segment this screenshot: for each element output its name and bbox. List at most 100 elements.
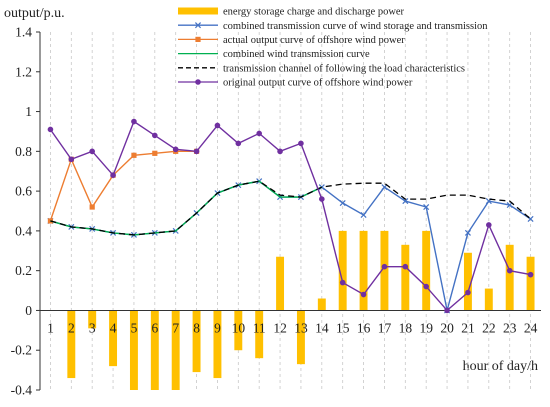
legend-marker	[195, 36, 201, 42]
bar	[109, 310, 118, 367]
bar	[88, 310, 97, 329]
series-line	[50, 180, 532, 236]
data-point	[172, 146, 179, 153]
data-point	[319, 196, 325, 202]
x-tick-label: 14	[315, 320, 329, 335]
data-point	[152, 132, 158, 139]
x-tick-label: 18	[399, 320, 413, 335]
data-point	[298, 140, 304, 147]
x-tick-label: 21	[461, 320, 475, 335]
legend-label: combined transmission curve of wind stor…	[223, 21, 488, 32]
data-point	[235, 140, 242, 147]
data-point	[506, 267, 513, 274]
x-tick-label: 24	[524, 320, 538, 335]
x-tick-label: 7	[172, 320, 179, 335]
bar	[317, 298, 326, 311]
x-tick-label: 23	[503, 320, 517, 335]
data-point	[486, 222, 492, 228]
data-point	[256, 130, 262, 137]
data-point	[68, 156, 75, 163]
data-point	[89, 204, 95, 210]
legend-marker	[195, 79, 201, 85]
x-tick-label: 15	[336, 320, 350, 335]
bar	[171, 310, 180, 390]
data-point	[360, 291, 367, 298]
data-point	[339, 200, 346, 207]
y-tick-label: 0.2	[15, 263, 32, 278]
bar	[255, 310, 264, 359]
y-tick-label: 1.2	[15, 64, 32, 79]
bar	[422, 230, 431, 311]
data-point	[277, 148, 283, 155]
bar	[401, 244, 410, 311]
y-tick-label: 0.8	[15, 144, 32, 159]
bar	[380, 230, 389, 311]
data-point	[444, 307, 450, 314]
x-tick-label: 20	[440, 320, 454, 335]
data-point	[381, 263, 388, 270]
bar	[505, 244, 514, 311]
bars-group	[67, 230, 535, 390]
bar	[359, 230, 368, 311]
data-point	[465, 289, 471, 296]
bar	[276, 256, 285, 311]
series-line	[50, 180, 531, 311]
data-point	[152, 150, 158, 156]
lines-group	[47, 118, 534, 314]
x-tick-label: 8	[193, 320, 200, 335]
data-point	[360, 211, 367, 219]
data-point	[423, 203, 430, 211]
data-point	[193, 148, 200, 155]
y-tick-label: 1	[25, 104, 32, 119]
bar	[67, 310, 76, 379]
x-tick-label: 2	[68, 320, 75, 335]
bar	[296, 310, 305, 365]
y-tick-label: 0.4	[15, 223, 32, 238]
x-tick-label: 16	[357, 320, 371, 335]
bar	[526, 256, 535, 311]
x-tick-label: 19	[419, 320, 433, 335]
data-point	[131, 152, 137, 158]
bar	[484, 288, 493, 311]
x-tick-label: 11	[253, 320, 266, 335]
data-point	[423, 283, 429, 290]
bar	[463, 252, 472, 311]
bar	[129, 310, 138, 390]
x-tick-label: 13	[294, 320, 308, 335]
x-tick-label: 9	[214, 320, 221, 335]
legend-group: energy storage charge and discharge powe…	[178, 7, 488, 89]
bar	[150, 310, 159, 390]
data-point	[527, 271, 534, 278]
legend-label: energy storage charge and discharge powe…	[223, 7, 405, 18]
y-tick-label: 0.6	[15, 184, 32, 199]
legend-swatch	[178, 7, 218, 15]
legend-label: transmission channel of following the lo…	[223, 63, 465, 74]
axis-group: -0.4-0.200.20.40.60.811.21.41 2 3 4 5 6 7 8 9 10 1…	[11, 25, 541, 398]
data-point	[402, 263, 409, 270]
x-tick-label: 4	[110, 320, 117, 335]
legend-marker	[194, 22, 202, 29]
x-tick-label: 6	[151, 320, 158, 335]
x-tick-label: 22	[482, 320, 496, 335]
legend-label: combined wind transmission curve	[223, 49, 370, 60]
data-point	[89, 148, 95, 155]
bar	[338, 230, 347, 311]
y-tick-label: -0.2	[11, 343, 32, 358]
bar	[192, 310, 201, 373]
y-tick-label: -0.4	[11, 383, 33, 398]
x-tick-label: 5	[131, 320, 138, 335]
bar	[213, 310, 222, 379]
data-point	[131, 118, 137, 125]
y-axis-title: output/p.u.	[4, 6, 65, 21]
data-point	[402, 198, 409, 205]
bar	[234, 310, 243, 351]
data-point	[47, 126, 54, 133]
data-point	[464, 229, 471, 236]
data-point	[381, 184, 388, 191]
x-tick-label: 12	[273, 320, 287, 335]
y-tick-label: 1.4	[15, 25, 32, 40]
series-line	[49, 150, 197, 222]
legend-label: actual output curve of offshore wind pow…	[223, 35, 405, 46]
